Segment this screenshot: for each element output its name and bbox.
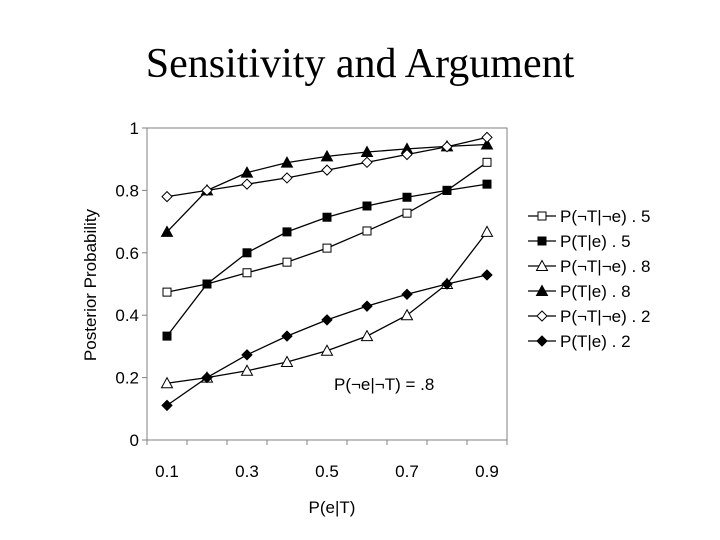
legend-item: P(¬T|¬e) . 2 <box>528 307 650 326</box>
legend-swatch-marker <box>537 211 547 221</box>
data-point <box>240 364 254 376</box>
y-tick-label: 0.8 <box>115 181 139 200</box>
data-point <box>481 131 493 144</box>
x-tick-label: 0.3 <box>235 462 259 481</box>
data-point <box>282 227 292 237</box>
y-tick-label: 0.6 <box>115 244 139 263</box>
legend-label: P(¬T|¬e) . 5 <box>560 207 650 226</box>
x-tick-label: 0.9 <box>475 462 499 481</box>
data-point <box>402 192 412 202</box>
data-point <box>202 279 212 289</box>
series-6 <box>161 269 493 412</box>
data-point <box>480 225 494 237</box>
data-point <box>242 248 252 258</box>
data-point <box>282 257 292 267</box>
legend-label: P(T|e) . 2 <box>560 332 631 351</box>
data-point <box>321 164 333 176</box>
series-line <box>166 274 488 406</box>
series-5 <box>161 131 493 203</box>
legend: P(¬T|¬e) . 5 P(T|e) . 5 P(¬T|¬e) . 8 P(T|e)… <box>528 207 650 351</box>
data-point <box>402 208 412 218</box>
chart-annotation: P(¬e|¬T) = .8 <box>334 375 434 394</box>
y-axis-ticks: 0 0.2 0.4 0.6 0.8 1 <box>115 119 147 450</box>
data-point <box>322 243 332 253</box>
data-point <box>162 287 172 297</box>
data-point <box>321 314 333 326</box>
legend-item: P(¬T|¬e) . 5 <box>528 207 650 226</box>
data-point <box>281 330 293 342</box>
series-line <box>166 231 488 384</box>
data-point <box>441 141 453 153</box>
data-point <box>482 157 492 167</box>
data-point <box>160 376 174 389</box>
x-tick-label: 0.1 <box>155 462 179 481</box>
x-tick-label: 0.7 <box>395 462 419 481</box>
data-point <box>400 308 414 321</box>
page-title: Sensitivity and Argument <box>145 41 575 87</box>
data-point <box>280 156 294 168</box>
legend-swatch-marker <box>537 236 547 246</box>
data-point <box>241 349 253 361</box>
data-point <box>161 399 173 412</box>
legend-swatch-marker <box>536 310 548 322</box>
legend-label: P(¬T|¬e) . 8 <box>560 257 650 276</box>
data-point <box>482 179 492 189</box>
y-axis-label: Posterior Probability <box>81 208 100 361</box>
y-tick-label: 0.4 <box>115 306 139 325</box>
legend-label: P(T|e) . 8 <box>560 282 631 301</box>
data-point <box>201 371 213 384</box>
legend-item: P(T|e) . 2 <box>528 332 631 351</box>
data-point <box>480 137 494 150</box>
data-point <box>360 329 374 342</box>
series-line <box>166 183 488 337</box>
legend-item: P(¬T|¬e) . 8 <box>528 257 650 276</box>
data-point <box>160 225 174 237</box>
y-tick-label: 0 <box>130 431 139 450</box>
y-tick-label: 1 <box>130 119 139 138</box>
x-axis-label: P(e|T) <box>309 498 356 517</box>
legend-swatch-marker <box>535 259 549 271</box>
data-point <box>401 148 413 161</box>
data-point <box>241 178 253 190</box>
data-point <box>281 172 293 184</box>
data-point <box>362 201 372 211</box>
legend-swatch-marker <box>536 335 548 347</box>
series-1 <box>162 157 492 297</box>
data-point <box>242 268 252 278</box>
legend-label: P(¬T|¬e) . 2 <box>560 307 650 326</box>
plot-frame <box>146 127 508 441</box>
axes <box>146 127 508 441</box>
data-point <box>361 156 373 169</box>
series-line <box>166 161 488 293</box>
data-point <box>320 344 334 356</box>
data-point <box>201 184 213 197</box>
series-layer <box>160 131 494 412</box>
series-2 <box>162 179 492 341</box>
data-point <box>280 355 294 367</box>
data-point <box>361 300 373 312</box>
legend-item: P(T|e) . 5 <box>528 232 631 251</box>
data-point <box>442 185 452 195</box>
series-3 <box>160 225 494 389</box>
data-point <box>481 269 493 281</box>
data-point <box>320 149 334 162</box>
data-point <box>362 226 372 236</box>
legend-swatch-marker <box>535 284 549 296</box>
data-point <box>162 331 172 341</box>
legend-label: P(T|e) . 5 <box>560 232 631 251</box>
data-point <box>360 145 374 158</box>
data-point <box>240 166 254 178</box>
x-tick-label: 0.5 <box>315 462 339 481</box>
data-point <box>401 288 413 301</box>
x-axis-ticks: 0.1 0.3 0.5 0.7 0.9 <box>146 440 508 481</box>
legend-item: P(T|e) . 8 <box>528 282 631 301</box>
data-point <box>441 278 453 290</box>
y-tick-label: 0.2 <box>115 369 139 388</box>
data-point <box>322 212 332 222</box>
data-point <box>161 190 173 203</box>
